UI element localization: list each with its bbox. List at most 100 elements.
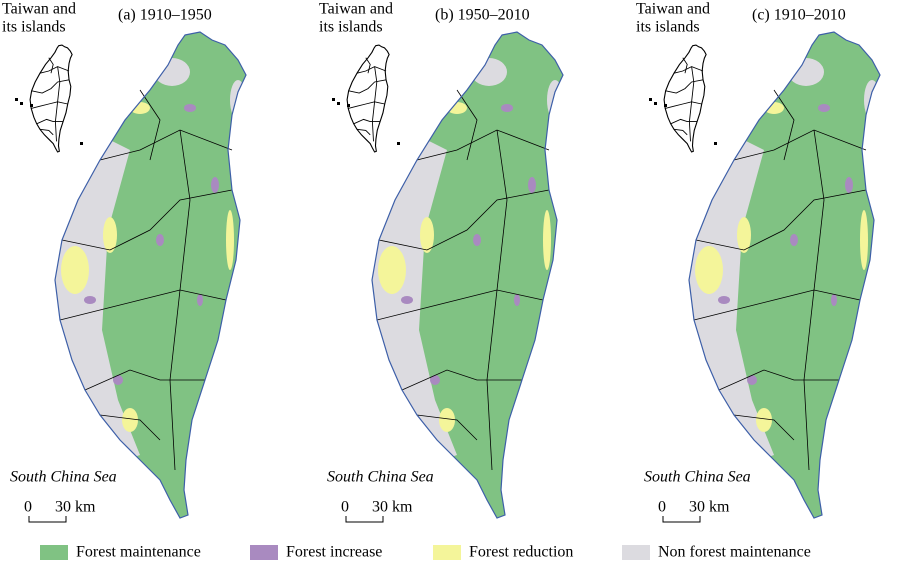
inset-island <box>654 102 657 105</box>
land-cover-patch <box>154 58 190 86</box>
inset-island <box>80 142 83 145</box>
inset-island <box>337 102 340 105</box>
scale-label: 30 km <box>372 499 413 516</box>
county-border <box>61 189 233 251</box>
county-border <box>376 289 544 321</box>
land-cover-patch <box>156 234 164 246</box>
land-cover-patch <box>543 210 551 270</box>
inset-border <box>665 101 702 109</box>
inset-island <box>714 142 717 145</box>
county-border <box>401 369 522 391</box>
inset-border <box>665 79 704 94</box>
inset-border <box>371 66 378 142</box>
inset-island <box>397 142 400 145</box>
scale-label: 30 km <box>55 499 96 516</box>
county-border <box>99 414 161 441</box>
legend-swatch <box>622 545 650 560</box>
inset-map <box>346 44 390 153</box>
scale-bar <box>345 516 384 523</box>
inset-label: Taiwan and <box>636 1 710 18</box>
land-cover-patch <box>473 234 481 246</box>
inset-border <box>54 66 61 142</box>
land-cover-patch <box>211 177 219 193</box>
panel-title: (c) 1910–2010 <box>752 7 846 24</box>
land-cover-patch <box>430 375 440 385</box>
county-border <box>718 369 839 391</box>
land-cover-patch <box>197 294 203 306</box>
county-border <box>99 129 233 161</box>
land-cover-patch <box>514 294 520 306</box>
land-cover-patch <box>718 296 730 304</box>
panel-title: (a) 1910–1950 <box>118 7 212 24</box>
legend-label: Forest reduction <box>469 544 573 561</box>
sea-label: South China Sea <box>644 469 751 486</box>
inset-border <box>356 128 371 136</box>
legend-label: Non forest maintenance <box>658 544 811 561</box>
county-border <box>169 129 191 471</box>
land-cover-patch <box>84 296 96 304</box>
county-border <box>803 129 825 471</box>
inset-island <box>20 102 23 105</box>
scale-label: 0 <box>24 499 32 516</box>
inset-border <box>31 101 68 109</box>
land-cover-patch <box>471 58 507 86</box>
land-cover-patch <box>737 217 751 253</box>
inset-island <box>30 104 33 107</box>
land-cover-patch <box>122 408 138 432</box>
scale-bar <box>28 516 67 523</box>
inset-border <box>673 66 704 74</box>
land-cover-patch <box>831 294 837 306</box>
land-cover-patch <box>226 210 234 270</box>
land-cover-patch <box>747 375 757 385</box>
land-cover-patch <box>695 246 723 294</box>
inset-label: Taiwan and <box>319 1 393 18</box>
county-border <box>84 369 205 391</box>
legend-swatch <box>250 545 278 560</box>
legend-swatch <box>40 545 68 560</box>
county-border <box>733 129 867 161</box>
land-cover-patch <box>401 296 413 304</box>
county-border <box>416 129 550 161</box>
county-border <box>59 289 227 321</box>
land-cover-patch <box>420 217 434 253</box>
land-cover-patch <box>788 58 824 86</box>
inset-border <box>365 57 371 74</box>
county-border <box>695 189 867 251</box>
legend-label: Forest maintenance <box>76 544 201 561</box>
land-cover-patch <box>845 177 853 193</box>
land-cover-patch <box>860 210 868 270</box>
land-cover-patch <box>378 246 406 294</box>
inset-map <box>29 44 73 153</box>
inset-border <box>348 101 385 109</box>
county-border <box>733 414 795 441</box>
sea-label: South China Sea <box>327 469 434 486</box>
inset-label: its islands <box>319 19 383 36</box>
land-cover-patch <box>818 104 830 112</box>
inset-border <box>36 118 64 125</box>
inset-island <box>649 98 652 101</box>
scale-label: 30 km <box>689 499 730 516</box>
inset-island <box>15 98 18 101</box>
inset-label: Taiwan and <box>2 1 76 18</box>
inset-map <box>663 44 707 153</box>
inset-border <box>353 118 381 125</box>
inset-border <box>31 79 70 94</box>
inset-border <box>356 66 387 74</box>
inset-label: its islands <box>2 19 66 36</box>
inset-border <box>48 57 54 74</box>
scale-label: 0 <box>658 499 666 516</box>
inset-border <box>670 118 698 125</box>
county-border <box>693 289 861 321</box>
land-cover-patch <box>130 102 150 114</box>
county-border <box>456 89 478 161</box>
land-cover-patch <box>501 104 513 112</box>
county-border <box>486 129 508 471</box>
inset-island <box>664 104 667 107</box>
land-cover-patch <box>447 102 467 114</box>
inset-island <box>347 104 350 107</box>
land-cover-patch <box>439 408 455 432</box>
